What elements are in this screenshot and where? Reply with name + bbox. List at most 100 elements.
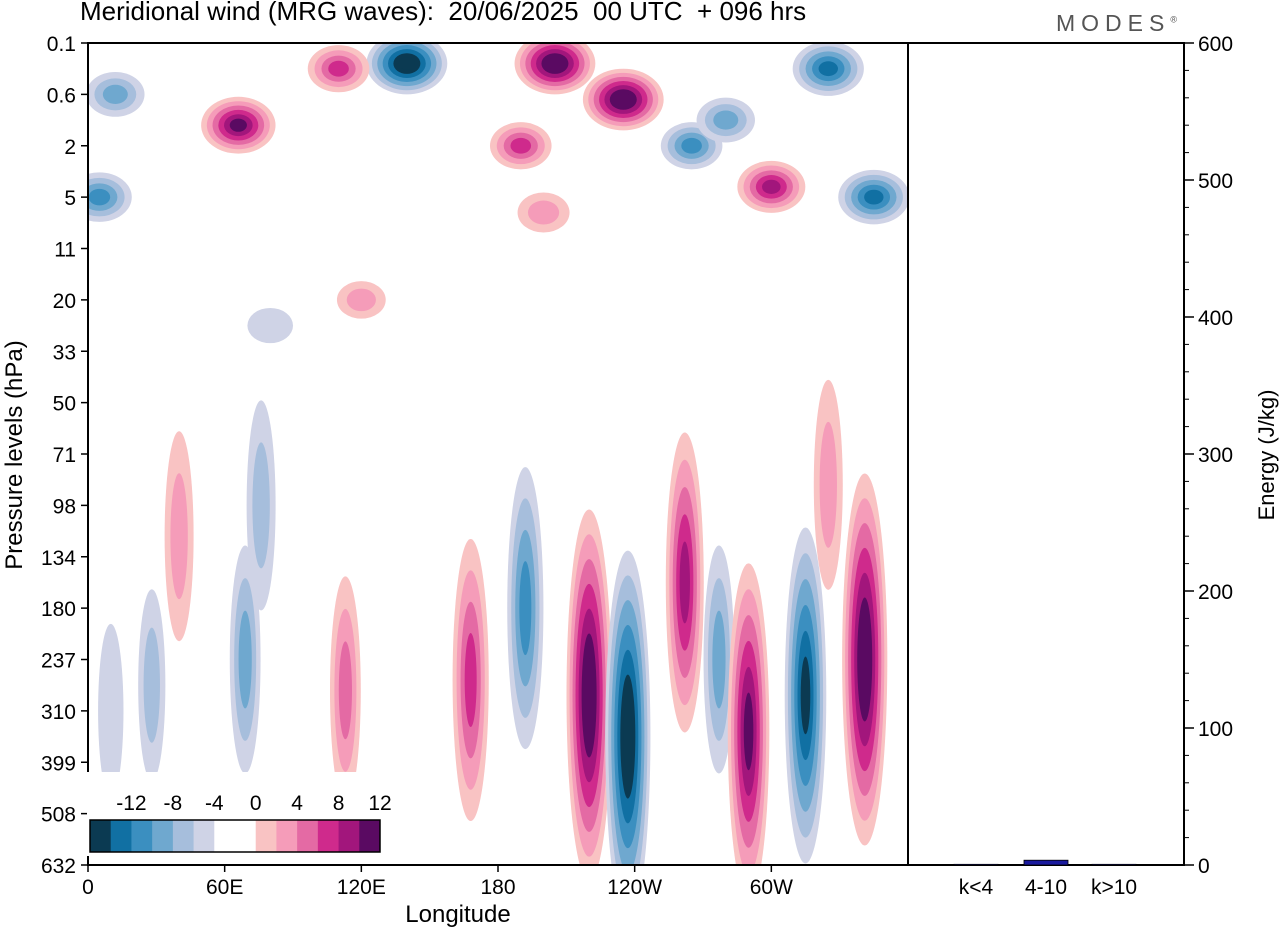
brand-logo: MODES®: [1056, 10, 1177, 37]
contour-9-6: [743, 692, 754, 771]
colorbar-swatch: [90, 820, 112, 852]
bar-panel-frame: [907, 42, 1185, 866]
x-tick-label: 180: [480, 876, 515, 899]
energy-bar: [953, 863, 999, 866]
colorbar-swatch: [297, 820, 319, 852]
y-tick-label: 33: [53, 341, 76, 364]
energy-tick-label: 500: [1198, 170, 1233, 193]
y-tick-label: 508: [41, 804, 76, 827]
colorbar-swatch: [110, 820, 132, 852]
contour-20-5: [818, 61, 838, 77]
colorbar-swatch: [193, 820, 215, 852]
y-tick-label: 134: [41, 547, 76, 570]
contour-25-4: [88, 188, 111, 206]
y-tick-label: 98: [53, 495, 76, 518]
y-tick-label: 50: [53, 393, 76, 416]
energy-tick-label: 400: [1198, 307, 1233, 330]
contour-13-2: [170, 473, 188, 600]
brand-mark: ®: [1170, 14, 1177, 25]
energy-category-label: k<4: [959, 876, 994, 899]
energy-category-label: k>10: [1091, 876, 1137, 899]
colorbar-swatch: [214, 820, 236, 852]
colorbar-tick-label: 8: [333, 792, 345, 815]
contour-5-7: [584, 658, 594, 733]
heatmap-axes: 0.1 0.6 2 5 11 20 33 50 71 98 134 180 237 310 399 508 63…: [1, 33, 909, 928]
y-tick-label: 20: [53, 290, 76, 313]
contour-30-1: [247, 307, 294, 344]
colorbar-tick-label: 12: [368, 792, 391, 815]
contour-0-3: [238, 610, 252, 709]
contour-29-2: [346, 288, 376, 312]
y-tick-label: 180: [41, 598, 76, 621]
x-axis-label: Longitude: [405, 901, 510, 928]
contour-3-4: [464, 633, 477, 728]
colorbar-tick-label: -8: [164, 792, 183, 815]
y-tick-label: 0.6: [47, 84, 76, 107]
contour-24-3: [102, 84, 128, 104]
contour-23-5: [762, 179, 781, 194]
energy-tick-label: 100: [1198, 718, 1233, 741]
contour-18-7: [615, 93, 632, 106]
colorbar-swatch: [317, 820, 340, 852]
contour-15-1: [98, 623, 124, 798]
colorbar-swatch: [131, 820, 153, 852]
energy-axis-label: Energy (J/kg): [1254, 390, 1279, 521]
y-tick-label: 237: [41, 650, 76, 673]
colorbar-tick-label: 0: [250, 792, 262, 815]
energy-tick-label: 200: [1198, 581, 1233, 604]
colorbar-swatch: [172, 820, 195, 852]
chart-title: Meridional wind (MRG waves): 20/06/2025 …: [80, 0, 807, 26]
y-tick-label: 5: [64, 187, 76, 210]
energy-tick-label: 0: [1198, 855, 1210, 878]
y-tick-label: 310: [41, 701, 76, 724]
y-tick-label: 0.1: [47, 33, 76, 56]
colorbar-swatch: [359, 820, 381, 852]
y-tick-label: 71: [53, 444, 76, 467]
x-tick-label: 120E: [337, 876, 386, 899]
energy-category-label: 4-10: [1025, 876, 1067, 899]
brand-name: MODES: [1056, 10, 1171, 36]
contour-6-7: [623, 699, 633, 774]
colorbar-swatch: [152, 820, 174, 852]
contour-4-4: [519, 561, 532, 656]
contour-27-3: [713, 110, 739, 130]
x-tick-label: 0: [82, 876, 94, 899]
colorbar-swatch: [276, 820, 298, 852]
y-tick-label: 399: [41, 752, 76, 775]
x-tick-label: 120W: [607, 876, 662, 899]
wind-heatmap: [88, 43, 908, 865]
contour-16-4: [510, 137, 532, 154]
colorbar-swatch: [338, 820, 360, 852]
x-tick-label: 60W: [750, 876, 793, 899]
contour-19-7: [398, 57, 415, 70]
y-tick-label: 2: [64, 136, 76, 159]
energy-bar: [1091, 863, 1137, 866]
contour-14-2: [143, 627, 160, 743]
colorbar-frame: [89, 819, 381, 853]
energy-tick-label: 600: [1198, 33, 1233, 56]
colorbar: -12 -8 -4 0 4 8 12: [87, 772, 392, 856]
colorbar-tick-label: -4: [205, 792, 224, 815]
energy-bar-panel: 0 100 200 300 400 500 600 Energy (J/kg) k<4 4-10 k…: [907, 33, 1279, 899]
contour-10-6: [800, 656, 811, 735]
colorbar-tick-label: -12: [116, 792, 146, 815]
y-axis-label: Pressure levels (hPa): [1, 340, 28, 569]
colorbar-tick-label: 4: [291, 792, 303, 815]
contour-7-5: [679, 541, 690, 624]
contour-8-3: [712, 610, 726, 709]
contour-11-7: [860, 622, 870, 697]
contour-17-7: [546, 57, 564, 70]
contour-28-4: [328, 60, 349, 77]
contour-31-2: [527, 200, 560, 225]
contour-2-3: [338, 641, 352, 740]
colorbar-swatch: [235, 820, 257, 852]
contour-26-4: [681, 137, 702, 154]
energy-tick-label: 300: [1198, 444, 1233, 467]
contour-12-2: [819, 421, 837, 548]
y-tick-label: 632: [41, 855, 76, 878]
contour-21-5: [864, 189, 884, 205]
contour-1-2: [252, 442, 270, 569]
colorbar-swatch: [255, 820, 277, 852]
y-tick-label: 11: [54, 239, 76, 262]
